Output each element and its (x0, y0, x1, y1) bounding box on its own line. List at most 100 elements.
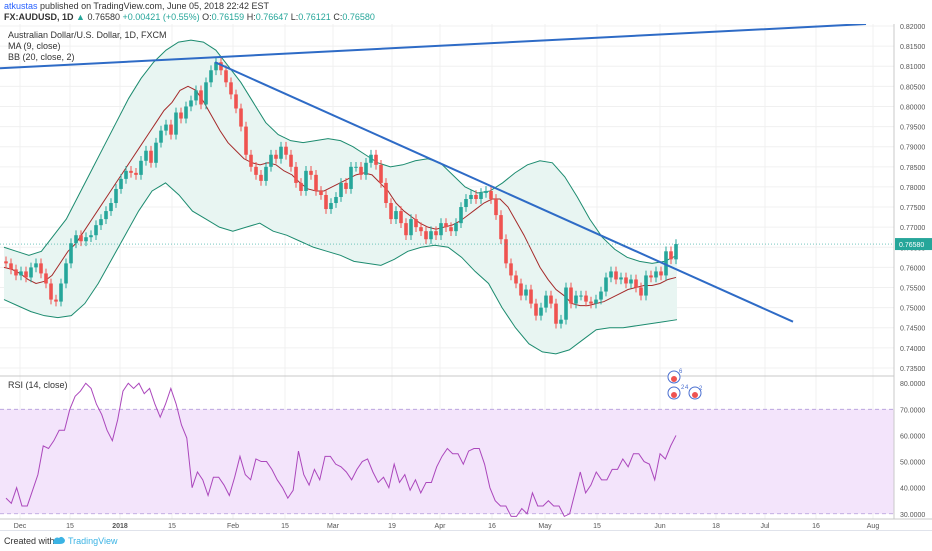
tradingview-brand[interactable]: TradingView (68, 536, 118, 546)
candle-body (9, 263, 13, 270)
time-tick-label: 2018 (112, 523, 128, 530)
created-with: Created with (4, 536, 55, 546)
candle-body (384, 182, 388, 204)
candle-body (259, 174, 263, 181)
candle-body (354, 166, 358, 168)
candle-body (629, 279, 633, 284)
candle-body (89, 235, 93, 238)
candle-body (254, 166, 258, 175)
candles (4, 57, 678, 329)
candle-body (534, 303, 538, 316)
candle-body (59, 283, 63, 302)
time-tick-label: Apr (435, 523, 447, 530)
candle-body (404, 223, 408, 236)
candle-body (24, 271, 28, 278)
candle-body (539, 307, 543, 316)
candle-body (104, 211, 108, 220)
candle-body (604, 277, 608, 292)
price-change: +0.00421 (+0.55%) (122, 12, 200, 22)
candle-body (389, 203, 393, 220)
flag-icon (671, 392, 677, 398)
candle-body (169, 124, 173, 135)
high-value: 0.76647 (255, 12, 289, 22)
chart-canvas[interactable]: 0.82000 0.81500 0.81000 0.80500 0.80000 0.795… (0, 24, 932, 530)
candle-body (669, 251, 673, 260)
candle-body (204, 82, 208, 105)
candle-body (264, 166, 268, 181)
candle-body (464, 199, 468, 208)
last-price-box (895, 238, 932, 251)
candle-body (219, 62, 223, 71)
price-tick-label: 0.73500 (900, 366, 925, 373)
candle-body (569, 287, 573, 304)
candle-body (54, 299, 58, 302)
candle-body (369, 154, 373, 163)
candle-body (249, 154, 253, 167)
candle-body (79, 235, 83, 242)
candle-body (649, 275, 653, 278)
candle-body (519, 283, 523, 296)
candle-body (429, 231, 433, 240)
candle-body (594, 299, 598, 304)
author-link[interactable]: atkustas (4, 1, 38, 11)
candle-body (524, 289, 528, 296)
candle-body (69, 243, 73, 264)
candle-body (654, 271, 658, 278)
legend-bb: BB (20, close, 2) (8, 52, 75, 62)
candle-body (284, 146, 288, 155)
time-tick-label: 18 (712, 523, 720, 530)
candle-body (554, 303, 558, 324)
candle-body (294, 166, 298, 183)
last-price-label: 0.76580 (899, 242, 924, 249)
candle-body (619, 277, 623, 280)
trendlines[interactable] (0, 24, 867, 323)
candle-body (179, 112, 183, 119)
flag-icon (692, 392, 698, 398)
candle-body (474, 194, 478, 199)
price-tick-label: 0.82000 (900, 24, 925, 31)
rsi-line (5, 382, 677, 518)
candle-body (309, 170, 313, 175)
candle-body (559, 319, 563, 324)
legend-ma: MA (9, close) (8, 41, 61, 51)
events-markers[interactable]: 62 4 2 (667, 369, 703, 400)
candle-body (659, 271, 663, 276)
price-tick-label: 0.79000 (900, 145, 925, 152)
price-tick-label: 0.75500 (900, 286, 925, 293)
rsi-band (0, 409, 894, 514)
candle-body (134, 172, 138, 175)
candle-body (334, 196, 338, 204)
candle-body (274, 154, 278, 159)
candle-body (634, 279, 638, 288)
candle-body (579, 295, 583, 297)
candle-body (504, 239, 508, 264)
candle-body (394, 211, 398, 220)
candle-body (319, 190, 323, 195)
open-label: O: (202, 12, 212, 22)
candle-body (409, 219, 413, 236)
last-price: 0.76580 (87, 12, 121, 22)
candle-body (174, 112, 178, 135)
close-value: 0.76580 (342, 12, 375, 22)
rsi-tick-label: 80.0000 (900, 381, 925, 388)
candle-body (399, 211, 403, 224)
candle-body (99, 219, 103, 226)
rsi-tick-label: 70.0000 (900, 407, 925, 414)
candle-body (609, 271, 613, 278)
time-tick-label: 15 (168, 523, 176, 530)
candle-body (564, 287, 568, 320)
time-tick-label: May (538, 523, 552, 530)
candle-body (269, 154, 273, 167)
candle-body (44, 273, 48, 284)
candle-body (19, 271, 23, 276)
publish-line: atkustas published on TradingView.com, J… (4, 1, 269, 11)
candle-body (314, 174, 318, 191)
chart-header: atkustas published on TradingView.com, J… (0, 0, 932, 24)
candle-body (529, 289, 533, 304)
candle-body (189, 100, 193, 107)
candle-body (449, 227, 453, 232)
candle-body (344, 182, 348, 189)
time-tick-label: 15 (66, 523, 74, 530)
flag-icon (671, 376, 677, 382)
candle-body (279, 146, 283, 159)
